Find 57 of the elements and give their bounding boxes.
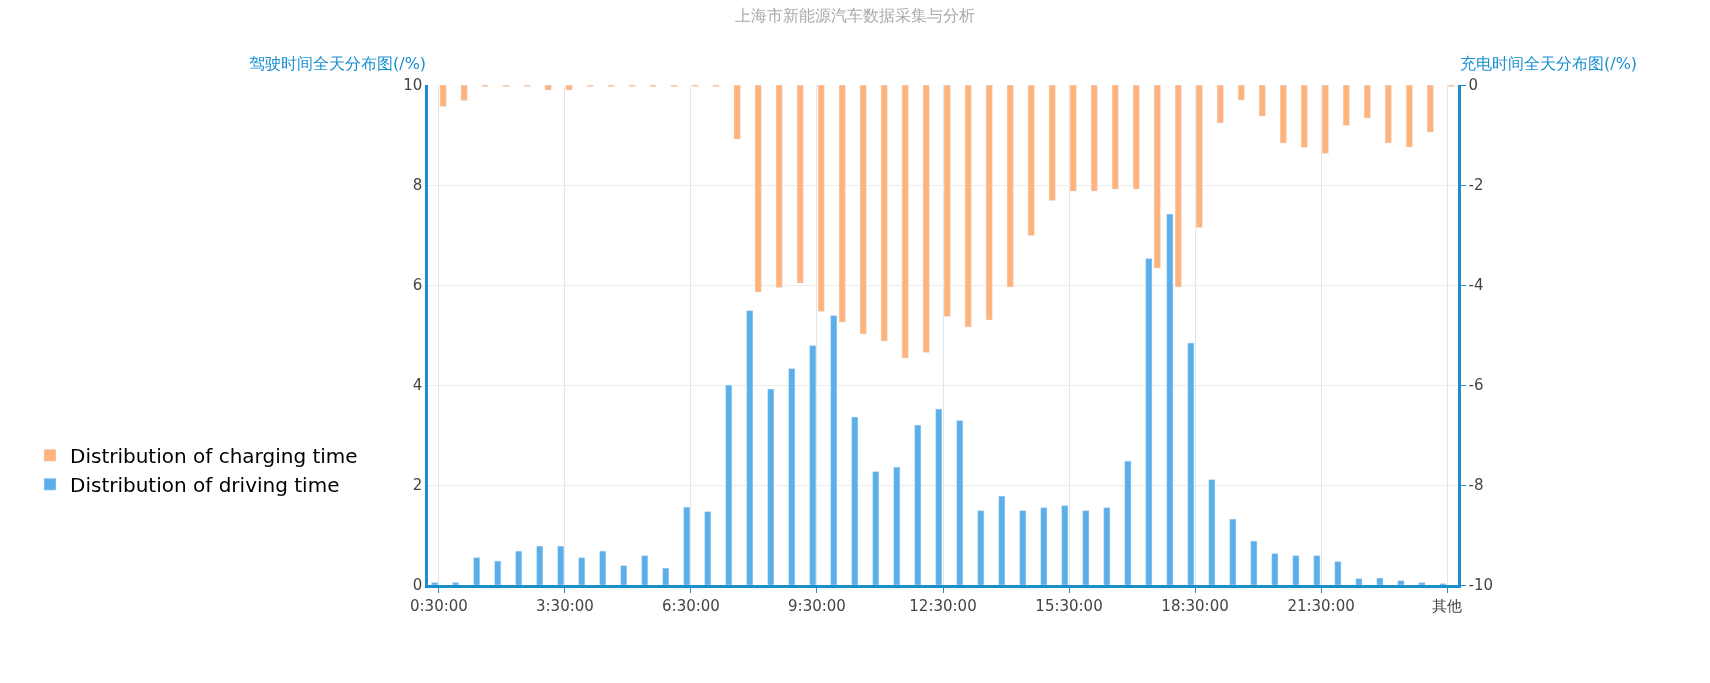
bar [1103, 507, 1111, 586]
y-tick-label: 10 [403, 76, 423, 95]
y2-tick-label: -6 [1468, 376, 1484, 395]
bar [662, 567, 670, 586]
bar [599, 550, 607, 586]
bar [473, 557, 481, 586]
y-tick-label: 8 [412, 176, 423, 195]
bar [1271, 553, 1279, 586]
x-tick-label: 3:30:00 [536, 597, 594, 616]
bar [578, 557, 586, 586]
y-tick-label: 2 [412, 476, 423, 495]
bar [704, 511, 712, 586]
bar [1292, 555, 1300, 586]
bar [998, 495, 1006, 586]
x-tick-label: 21:30:00 [1287, 597, 1355, 616]
x-tick-label: 其他 [1432, 597, 1463, 616]
bar [620, 565, 628, 586]
x-tick-label: 18:30:00 [1161, 597, 1229, 616]
x-tick-label: 0:30:00 [409, 597, 468, 616]
y-tick-label: 4 [412, 376, 423, 395]
y-axis-title: 驾驶时间全天分布图(/%) [249, 54, 427, 73]
bar [1250, 540, 1258, 586]
y2-axis-title: 充电时间全天分布图(/%) [1460, 54, 1638, 73]
bar [452, 582, 460, 586]
bar [431, 582, 439, 586]
bar [1019, 510, 1027, 586]
bar [1397, 580, 1405, 586]
x-tick-label: 6:30:00 [662, 597, 720, 616]
bar [977, 510, 985, 586]
x-tick-label: 12:30:00 [909, 597, 977, 616]
bar [536, 545, 544, 586]
bar [557, 545, 565, 586]
y-tick-label: 0 [412, 576, 423, 595]
bar [1418, 582, 1426, 586]
bar [494, 560, 502, 586]
y2-tick-label: -2 [1468, 176, 1484, 195]
bar [641, 555, 649, 586]
bar [1334, 561, 1342, 586]
y2-tick-label: -4 [1468, 276, 1484, 295]
y2-tick-label: -10 [1468, 576, 1494, 595]
bar [1082, 510, 1090, 586]
bar [1040, 507, 1048, 586]
y2-tick-label: 0 [1468, 76, 1479, 95]
x-tick-label: 15:30:00 [1035, 597, 1103, 616]
bar [683, 506, 691, 586]
bar [1313, 555, 1321, 586]
chart-title: 上海市新能源汽车数据采集与分析 [735, 6, 975, 26]
bar [1229, 518, 1237, 586]
legend-label: Distribution of charging time [70, 444, 358, 468]
legend-label: Distribution of driving time [70, 473, 340, 497]
bar [1376, 577, 1384, 586]
bar [1355, 578, 1363, 586]
y2-tick-label: -8 [1468, 476, 1484, 495]
x-tick-label: 9:30:00 [788, 597, 846, 616]
bar [1061, 505, 1069, 586]
y-tick-label: 6 [412, 276, 423, 295]
bar [515, 550, 523, 586]
